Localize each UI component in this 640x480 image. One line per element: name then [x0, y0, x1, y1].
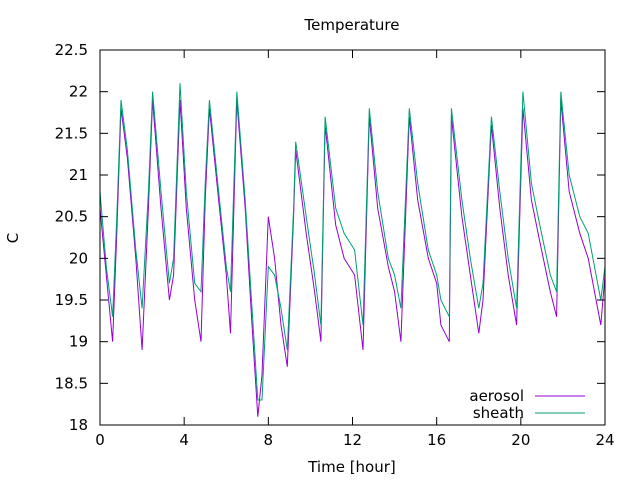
y-axis-label: C — [4, 233, 22, 243]
y-tick-label: 19.5 — [55, 291, 88, 309]
y-tick-label: 20.5 — [55, 208, 88, 226]
plot-frame — [99, 49, 606, 426]
x-axis-ticks: 0 4 8 12 16 20 24 — [95, 50, 615, 449]
x-axis-label: Time [hour] — [307, 458, 396, 476]
y-tick-label: 18.5 — [55, 374, 88, 392]
x-tick-label: 16 — [427, 431, 446, 449]
series-lines — [99, 83, 606, 417]
y-tick-label: 21 — [69, 166, 88, 184]
series-line-1 — [99, 83, 606, 401]
chart-title: Temperature — [303, 16, 399, 34]
legend-label-0: aerosol — [469, 387, 524, 405]
y-tick-label: 20 — [69, 249, 88, 267]
y-tick-label: 22.5 — [55, 41, 88, 59]
legend-label-1: sheath — [473, 404, 524, 422]
x-tick-label: 0 — [95, 431, 105, 449]
y-axis-ticks: 18 18.5 19 19.5 20 20.5 21 21.5 22 22.5 — [55, 41, 605, 434]
x-tick-label: 20 — [511, 431, 530, 449]
y-tick-label: 19 — [69, 333, 88, 351]
y-tick-label: 22 — [69, 83, 88, 101]
x-tick-label: 4 — [179, 431, 189, 449]
y-tick-label: 18 — [69, 416, 88, 434]
y-tick-label: 21.5 — [55, 124, 88, 142]
x-tick-label: 12 — [343, 431, 362, 449]
series-line-0 — [99, 99, 606, 417]
x-tick-label: 24 — [595, 431, 614, 449]
x-tick-label: 8 — [264, 431, 274, 449]
